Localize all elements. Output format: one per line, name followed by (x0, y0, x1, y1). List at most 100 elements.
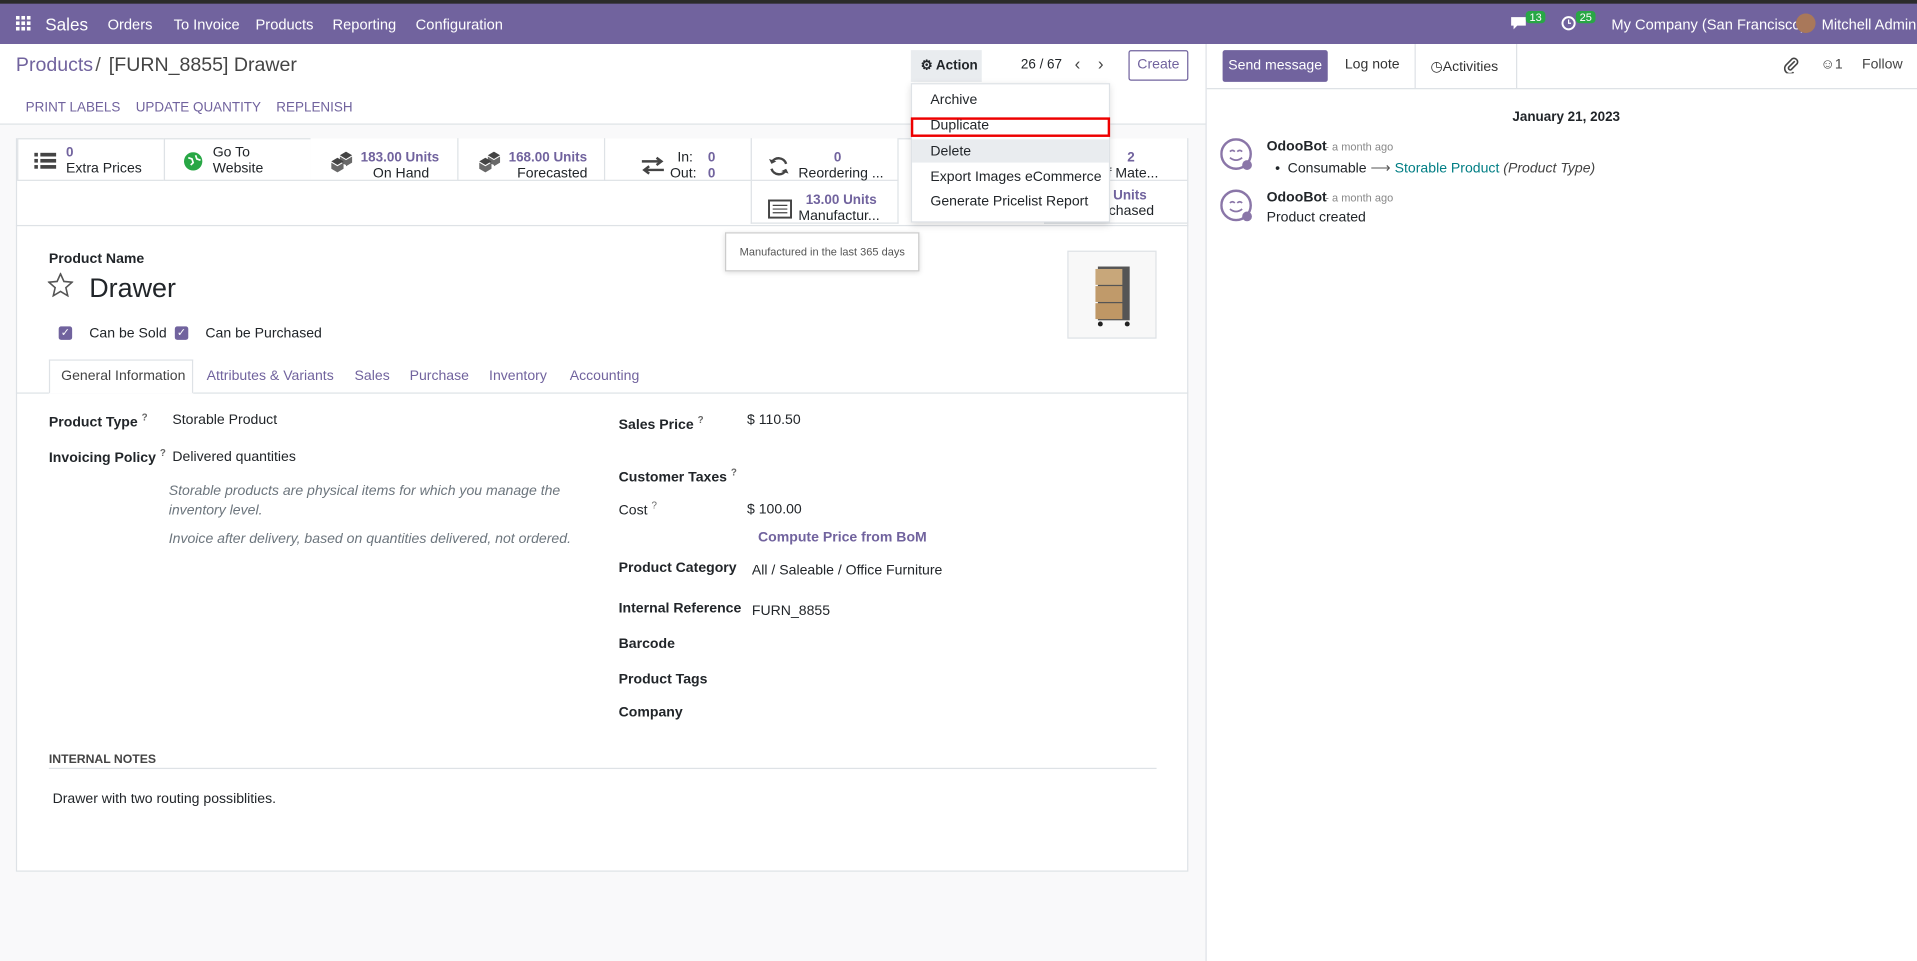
pager-prev[interactable]: ‹ (1074, 53, 1081, 74)
hover-bg (912, 139, 1109, 163)
smart-button[interactable]: 183.00 Units On Hand (310, 138, 459, 181)
field-value: All / Saleable / Office Furniture (751, 563, 943, 579)
checkbox[interactable]: ✓ (174, 326, 189, 340)
header-button[interactable]: UPDATE QUANTITY (135, 100, 262, 115)
breadcrumb-current: [FURN_8855] Drawer (108, 55, 297, 76)
followers-count[interactable]: 1 (1834, 57, 1843, 73)
field-label: Sales Price (618, 417, 694, 433)
divider (48, 767, 1157, 770)
apps-icon[interactable] (15, 15, 31, 31)
smart-label: Extra Prices (66, 161, 142, 177)
smart-label: In: (677, 150, 693, 166)
menu-item[interactable]: Orders (107, 15, 153, 34)
smart-value: 13.00 Units (805, 193, 877, 208)
smart-button[interactable]: 13.00 Units Manufactur... (750, 180, 899, 224)
field-value: Delivered quantities (172, 449, 296, 465)
activities-icon[interactable] (1561, 16, 1576, 31)
highlight-box (910, 117, 1111, 137)
smart-button[interactable]: 168.00 Units Forecasted (457, 138, 606, 181)
menu-item[interactable]: Reporting (332, 15, 397, 34)
menu-item[interactable]: Configuration (415, 15, 503, 34)
message-author: OdooBot (1266, 139, 1327, 155)
field-name: (Product Type) (1503, 161, 1596, 177)
messages-icon[interactable] (1510, 16, 1527, 31)
log-note-button[interactable]: Log note (1344, 57, 1400, 73)
follow-button[interactable]: Follow (1862, 57, 1903, 73)
field-label: Product Tags (618, 672, 708, 688)
field-label: Company (618, 705, 683, 721)
checkbox-label: Can be Sold (89, 326, 167, 342)
menu-item[interactable]: To Invoice (173, 15, 240, 34)
chatter (1205, 44, 1917, 961)
form-sheet (15, 138, 1189, 872)
activities-button[interactable]: Activities (1442, 59, 1499, 75)
help-mark[interactable]: ? (651, 500, 657, 512)
app-name[interactable]: Sales (45, 14, 89, 35)
menu-item[interactable]: Export Images eCommerce (930, 169, 1102, 185)
tooltip-text: Manufactured in the last 365 days (739, 245, 905, 258)
tab[interactable]: Inventory (489, 369, 547, 384)
menu-item[interactable]: Delete (930, 144, 972, 159)
smart-button[interactable]: Go To Website (163, 138, 312, 181)
field-value: $ 100.00 (747, 502, 802, 518)
navbar (0, 0, 1917, 45)
tab[interactable]: General Information (61, 369, 186, 384)
tab[interactable]: Accounting (569, 369, 640, 384)
divider (1206, 88, 1917, 90)
message-author: OdooBot (1266, 190, 1327, 206)
create-button[interactable]: Create (1128, 50, 1189, 81)
pager-next[interactable]: › (1097, 53, 1104, 74)
send-message-button[interactable]: Send message (1222, 50, 1328, 82)
menu-item[interactable]: Duplicate (930, 118, 990, 134)
notes: Drawer with two routing possiblities. (52, 792, 277, 807)
product-image[interactable] (1067, 250, 1157, 339)
smart-value: 168.00 Units (508, 150, 588, 166)
active-tab (48, 359, 194, 394)
compute-button[interactable]: Compute Price from BoM (758, 530, 927, 546)
tab-box (1414, 44, 1518, 89)
message-body: Product created (1266, 210, 1366, 225)
field-value: $ 110.50 (747, 413, 801, 428)
smart-label: Website (212, 161, 264, 177)
message-time: - a month ago (1325, 191, 1394, 205)
breadcrumb-parent[interactable]: Products (15, 55, 94, 76)
badge: 25 (1575, 11, 1596, 24)
help-mark[interactable]: ? (730, 467, 737, 479)
user-avatar (1795, 13, 1816, 34)
field-label: Cost (618, 503, 648, 519)
smart-label: Forecasted (517, 166, 588, 181)
smart-button[interactable]: In: 0 Out: 0 (603, 138, 752, 181)
header-button[interactable]: PRINT LABELS (25, 100, 121, 115)
badge: 13 (1525, 11, 1546, 24)
attachment-icon[interactable] (1783, 56, 1799, 74)
company-switcher[interactable]: My Company (San Francisco) (1611, 15, 1806, 34)
help-mark[interactable]: ? (159, 447, 166, 459)
checkbox[interactable]: ✓ (58, 326, 73, 340)
smart-value: 0 (707, 150, 716, 166)
smart-value: 2 (1127, 150, 1135, 166)
field-label: Product Category (618, 561, 737, 576)
help-mark[interactable]: ? (697, 414, 704, 426)
smart-value: 0 (707, 166, 716, 181)
smart-label: On Hand (372, 166, 430, 181)
smart-label: Manufactur... (798, 209, 880, 224)
menu-item[interactable]: Products (255, 15, 314, 34)
smart-button[interactable]: 0 Reordering ... (750, 138, 899, 181)
tab[interactable]: Purchase (409, 369, 469, 384)
action-button[interactable]: Action (935, 58, 978, 74)
smart-button[interactable]: 0 Extra Prices (17, 138, 166, 181)
field-label: Invoicing Policy (48, 450, 156, 466)
user-menu[interactable]: Mitchell Admin (1821, 15, 1917, 34)
tab[interactable]: Attributes & Variants (206, 369, 334, 384)
menu-item[interactable]: Generate Pricelist Report (930, 194, 1089, 210)
menu-item[interactable]: Archive (930, 92, 978, 108)
field-label: Customer Taxes (618, 470, 728, 486)
help-mark[interactable]: ? (141, 412, 148, 424)
smart-label: Reordering ... (798, 166, 884, 181)
header-button[interactable]: REPLENISH (276, 100, 353, 115)
favorite-star[interactable] (47, 272, 74, 298)
tab[interactable]: Sales (354, 369, 390, 384)
smart-label: Out: (669, 166, 697, 181)
